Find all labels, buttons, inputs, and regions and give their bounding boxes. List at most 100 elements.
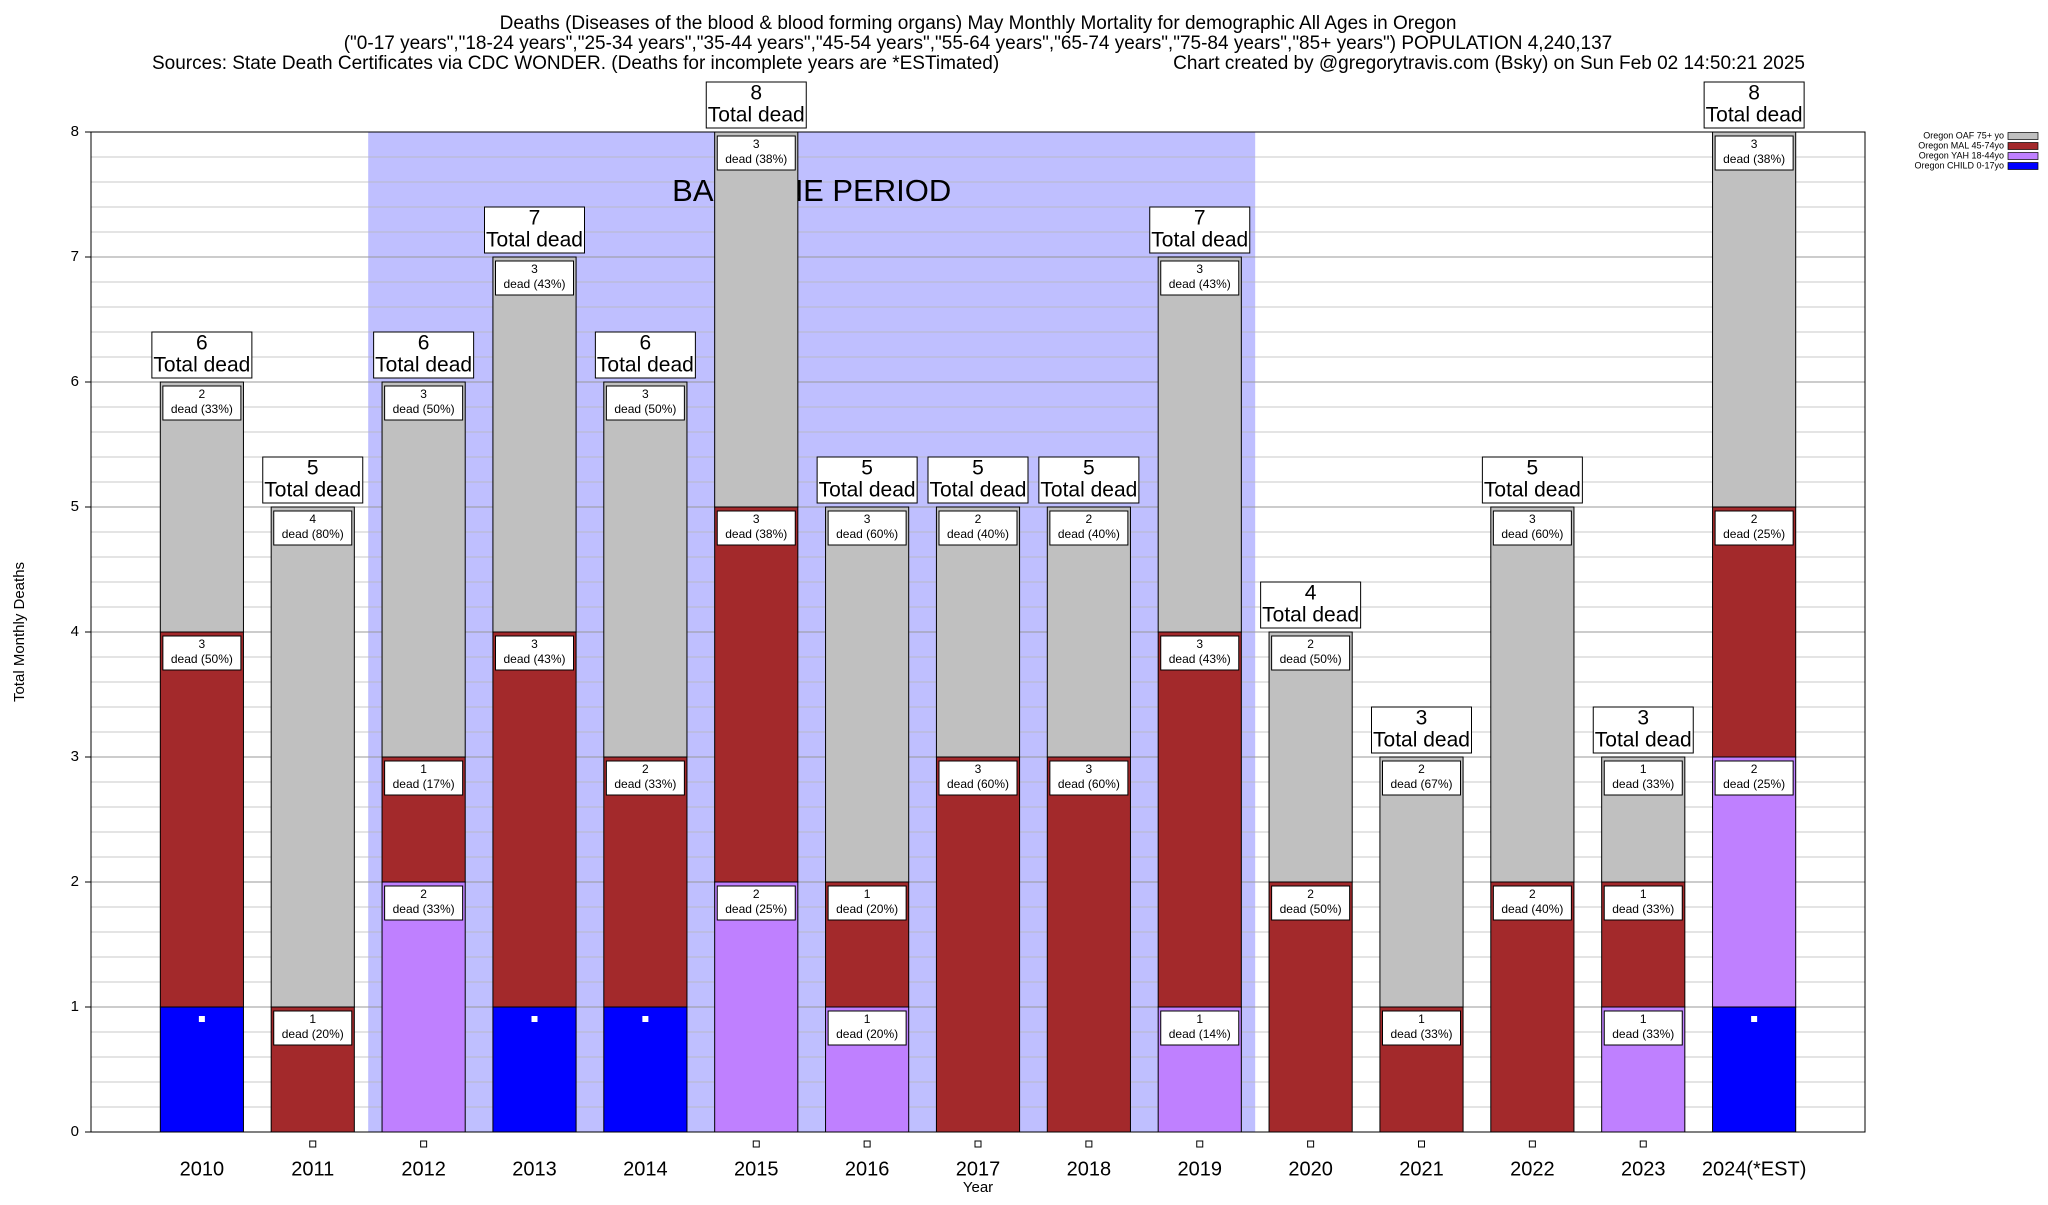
y-tick-label: 0 <box>71 1123 79 1140</box>
segment-label-box <box>605 385 685 421</box>
segment-value: 3 <box>1751 137 1758 151</box>
y-tick-label: 8 <box>71 123 79 140</box>
segment-value: 2 <box>1751 762 1758 776</box>
total-label: Total dead <box>597 354 694 377</box>
segment-label-box <box>162 635 242 671</box>
x-axis-label: Year <box>963 1179 993 1196</box>
segment-percent: dead (33%) <box>1612 777 1674 791</box>
bar-segment <box>1712 1006 1797 1133</box>
segment-label-box <box>1049 510 1129 546</box>
segment-percent: dead (50%) <box>614 402 676 416</box>
legend-swatch <box>2007 142 2039 150</box>
segment-percent: dead (14%) <box>1169 1027 1231 1041</box>
x-tick-label: 2012 <box>401 1158 446 1180</box>
segment-value: 2 <box>975 512 982 526</box>
bar-segment <box>1712 131 1797 508</box>
y-tick-label: 6 <box>71 373 79 390</box>
segment-percent: dead (50%) <box>1280 652 1342 666</box>
segment-label-box <box>384 885 464 921</box>
segment-value: 1 <box>1640 762 1647 776</box>
bar-segment <box>492 1006 577 1133</box>
child-marker <box>863 1140 871 1148</box>
bar-segment <box>381 381 466 758</box>
legend-swatch <box>2007 132 2039 140</box>
segment-percent: dead (20%) <box>282 1027 344 1041</box>
segment-value: 2 <box>642 762 649 776</box>
segment-percent: dead (33%) <box>171 402 233 416</box>
segment-label-box <box>938 760 1018 796</box>
segment-percent: dead (40%) <box>947 527 1009 541</box>
segment-value: 2 <box>420 887 427 901</box>
bar-segment <box>825 506 910 883</box>
segment-value: 3 <box>1086 762 1093 776</box>
segment-value: 1 <box>1640 1012 1647 1026</box>
bar-segment <box>1046 756 1131 1133</box>
total-label: Total dead <box>930 479 1027 502</box>
sources: Sources: State Death Certificates via CD… <box>152 53 999 74</box>
child-marker <box>1751 1016 1758 1022</box>
child-marker <box>1085 1140 1093 1148</box>
segment-value: 2 <box>1307 887 1314 901</box>
total-box <box>1703 81 1805 129</box>
bar-segment <box>714 506 799 883</box>
x-tick-label: 2014 <box>623 1158 668 1180</box>
total-value: 7 <box>529 207 541 230</box>
segment-value: 3 <box>1196 262 1203 276</box>
bar-segment <box>1046 506 1131 758</box>
segment-label-box <box>827 510 907 546</box>
segment-label-box <box>827 885 907 921</box>
segment-value: 2 <box>1529 887 1536 901</box>
total-box <box>1371 706 1472 754</box>
total-label: Total dead <box>486 229 583 252</box>
child-marker <box>1196 1140 1204 1148</box>
x-tick-label: 2021 <box>1399 1158 1444 1180</box>
total-label: Total dead <box>708 104 805 127</box>
total-label: Total dead <box>1706 104 1803 127</box>
bar-segment <box>159 381 244 633</box>
child-marker <box>420 1140 428 1148</box>
segment-value: 3 <box>975 762 982 776</box>
legend-swatch <box>2007 162 2039 170</box>
plot-frame <box>90 131 1866 1133</box>
x-tick-label: 2011 <box>291 1158 334 1180</box>
segment-value: 2 <box>1086 512 1093 526</box>
bar-segment <box>1157 256 1242 633</box>
segment-percent: dead (25%) <box>1723 527 1785 541</box>
segment-value: 3 <box>642 387 649 401</box>
segment-label-box <box>605 760 685 796</box>
segment-label-box <box>1714 510 1794 546</box>
baseline-label: BASELINE PERIOD <box>672 173 951 208</box>
segment-percent: dead (60%) <box>836 527 898 541</box>
total-label: Total dead <box>1040 479 1137 502</box>
segment-percent: dead (33%) <box>1390 1027 1452 1041</box>
segment-label-box <box>1049 760 1129 796</box>
total-value: 4 <box>1305 582 1317 605</box>
segment-label-box <box>1603 885 1683 921</box>
total-box <box>151 331 253 379</box>
y-tick-label: 2 <box>71 873 79 890</box>
segment-percent: dead (50%) <box>1280 902 1342 916</box>
segment-label-box <box>1603 760 1683 796</box>
total-box <box>373 331 475 379</box>
x-tick-label: 2018 <box>1067 1158 1112 1180</box>
segment-percent: dead (50%) <box>171 652 233 666</box>
total-box <box>1592 706 1694 754</box>
x-tick-label: 2017 <box>956 1158 1001 1180</box>
chart-title: Deaths (Diseases of the blood & blood fo… <box>500 13 1457 34</box>
segment-percent: dead (40%) <box>1501 902 1563 916</box>
bar-segment <box>935 756 1021 1133</box>
segment-percent: dead (38%) <box>725 152 787 166</box>
total-label: Total dead <box>1595 729 1692 752</box>
segment-label-box <box>495 260 574 296</box>
segment-value: 3 <box>753 137 760 151</box>
segment-value: 3 <box>1529 512 1536 526</box>
segment-label-box <box>1492 885 1572 921</box>
bar-segment <box>714 131 799 508</box>
